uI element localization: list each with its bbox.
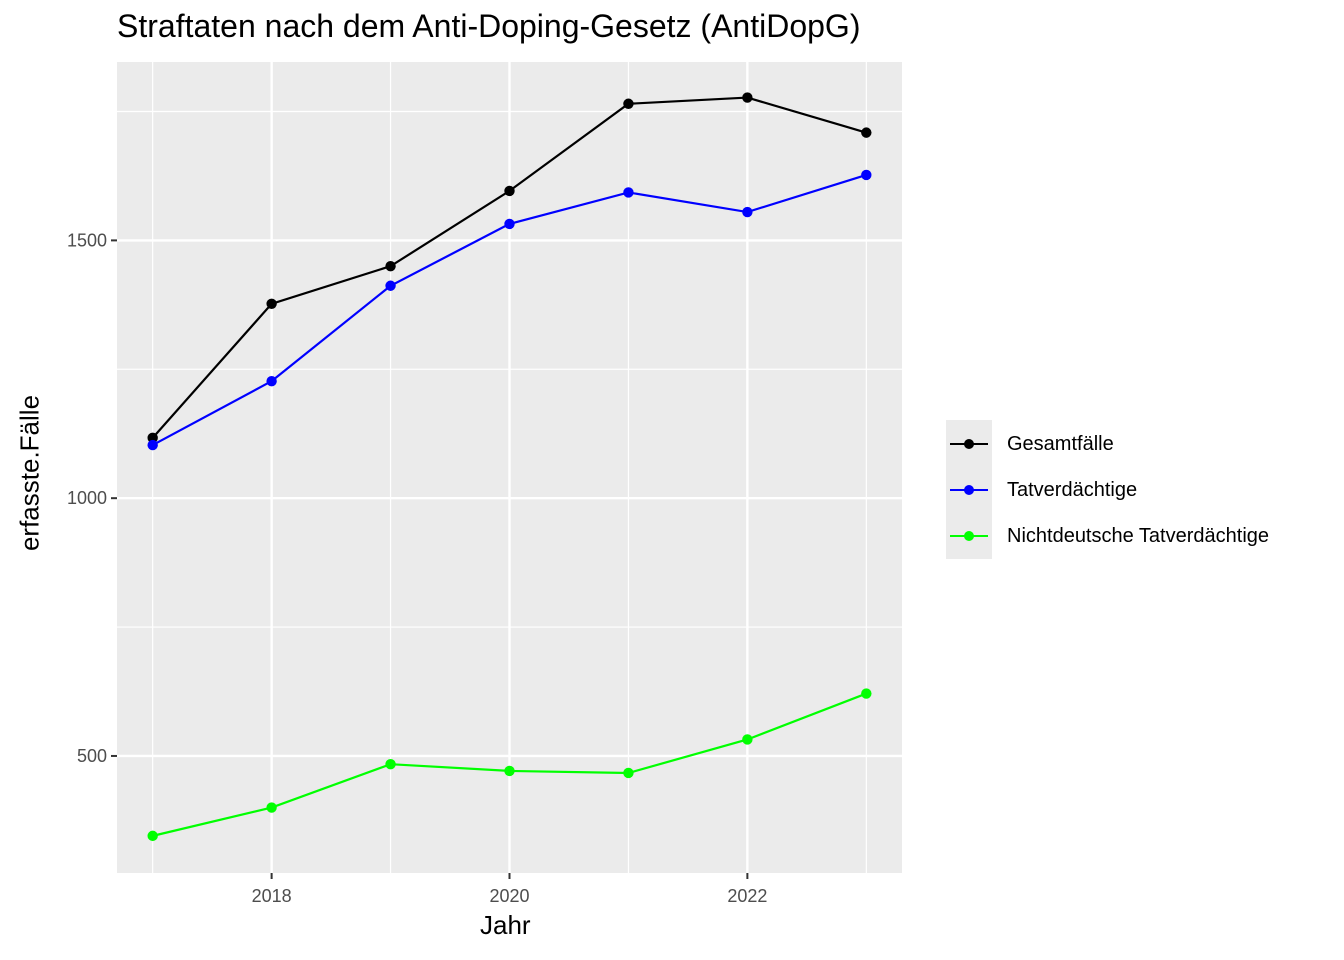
data-point-series-2 [623,187,634,198]
data-point-series-3 [385,759,396,770]
legend-item-gesamtfaelle: Gesamtfälle [946,421,1114,467]
data-point-series-1 [266,298,277,310]
data-point-series-2 [147,439,158,451]
data-point-series-3 [623,767,634,779]
legend-key-gesamtfaelle [946,421,992,467]
x-tick-label: 2018 [252,886,292,906]
data-point-series-2 [385,280,396,291]
data-point-series-2 [861,169,872,181]
legend-key-nichtdeutsche [946,513,992,559]
data-point-series-1 [861,127,872,138]
y-tick-label: 1500 [67,230,107,250]
data-point-series-3 [504,765,515,777]
y-tick-label: 500 [77,746,107,766]
y-tick-label: 1000 [67,488,107,508]
data-point-series-1 [623,98,634,109]
legend-item-tatverdaechtige: Tatverdächtige [946,467,1137,513]
data-point-series-1 [742,92,753,103]
data-point-series-2 [742,206,753,218]
y-axis-label: erfasste.Fälle [14,394,45,552]
data-point-series-3 [742,734,753,745]
data-point-series-1 [504,185,515,197]
legend-label-tatverdaechtige: Tatverdächtige [1007,478,1138,501]
legend-key-tatverdaechtige [946,467,992,513]
data-point-series-1 [147,432,158,444]
data-point-series-2 [504,218,515,230]
legend-item-nichtdeutsche: Nichtdeutsche Tatverdächtige [946,513,1269,559]
data-point-series-1 [385,260,396,272]
data-point-series-3 [147,830,158,842]
data-point-series-3 [266,802,277,813]
x-axis-label: Jahr [480,910,531,940]
data-point-series-3 [861,688,872,699]
legend-label-gesamtfaelle: Gesamtfälle [1007,432,1114,455]
chart-title: Straftaten nach dem Anti-Doping-Gesetz (… [117,8,861,44]
legend-label-nichtdeutsche: Nichtdeutsche Tatverdächtige [1007,524,1270,547]
x-tick-label: 2020 [489,886,529,906]
x-tick-label: 2022 [727,886,767,906]
data-point-series-2 [266,375,277,387]
